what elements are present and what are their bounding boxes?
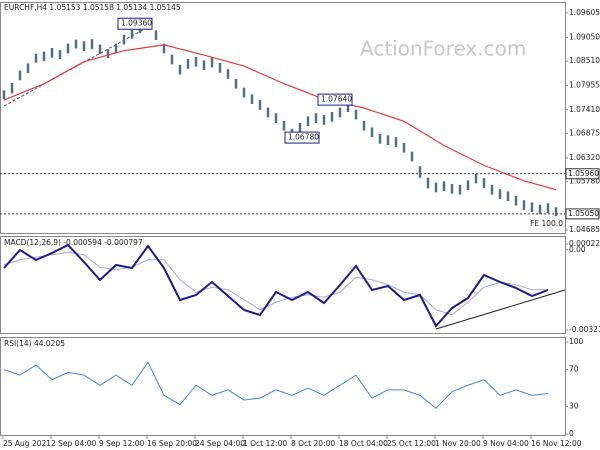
y-tick-label: 1.09605	[569, 8, 600, 17]
y-tick-label: -0.003211	[569, 325, 600, 334]
annotation-label: 1.06780	[288, 133, 319, 142]
macd-signal	[3, 251, 548, 316]
price-pane	[0, 2, 566, 234]
y-tick-label: 100	[569, 337, 584, 346]
x-tick-label: 16 Sep 20:00	[147, 439, 197, 448]
trend-line	[3, 25, 151, 107]
fe-note: FE 100.0	[530, 219, 563, 228]
y-tick-label: 70	[569, 365, 579, 374]
x-tick-label: 9 Sep 12:00	[99, 439, 145, 448]
y-tick-label: 1.09050	[569, 32, 600, 41]
macd-line	[3, 243, 549, 328]
watermark: ActionForex.com	[360, 37, 526, 61]
y-tick-label: 0.00	[569, 245, 586, 254]
level-label: 1.05960	[568, 169, 599, 178]
level-label: 1.05050	[568, 209, 599, 218]
moving-average	[3, 44, 557, 191]
rsi-title: RSI(14) 44.0205	[4, 339, 65, 348]
annotation-label: 1.07640	[321, 95, 352, 104]
y-tick-label: 0.000226	[569, 239, 600, 248]
x-tick-label: 25 Oct 12:00	[387, 439, 436, 448]
annotation-box	[284, 131, 320, 144]
y-tick-label: 1.04685	[569, 225, 600, 234]
macd-title: MACD(12,26,9) -0.000594 -0.000797	[4, 238, 143, 247]
macd-trend-line	[435, 289, 566, 330]
level-box	[565, 168, 600, 180]
x-tick-label: 9 Nov 04:00	[483, 439, 529, 448]
annotation-label: 1.09360	[121, 19, 152, 28]
x-tick-label: 1 Nov 20:00	[435, 439, 481, 448]
y-tick-label: 30	[569, 401, 579, 410]
chart-title: EURCHF,H4 1.05153 1.05158 1.05134 1.0514…	[4, 3, 181, 12]
x-tick-label: 16 Nov 12:00	[531, 439, 582, 448]
y-tick-label: 1.06320	[569, 153, 600, 162]
y-tick-label: 1.07955	[569, 81, 600, 90]
annotation-box	[317, 93, 353, 106]
x-tick-label: 8 Oct 20:00	[291, 439, 335, 448]
macd-pane	[0, 236, 566, 334]
y-tick-label: 1.06875	[569, 128, 600, 137]
x-tick-label: 1 Oct 12:00	[243, 439, 287, 448]
x-tick-label: 25 Aug 2021	[3, 439, 51, 448]
annotation-box	[117, 17, 153, 30]
y-tick-label: 1.08510	[569, 56, 600, 65]
x-tick-label: 24 Sep 04:00	[195, 439, 245, 448]
y-tick-label: 1.05780	[569, 177, 600, 186]
rsi-line	[3, 361, 549, 409]
x-tick-label: 2 Sep 04:00	[51, 439, 97, 448]
rsi-pane	[0, 337, 566, 436]
x-tick-label: 18 Oct 04:00	[339, 439, 388, 448]
level-box	[565, 208, 600, 220]
y-tick-label: 1.07410	[569, 105, 600, 114]
y-tick-label: 0	[569, 429, 574, 438]
